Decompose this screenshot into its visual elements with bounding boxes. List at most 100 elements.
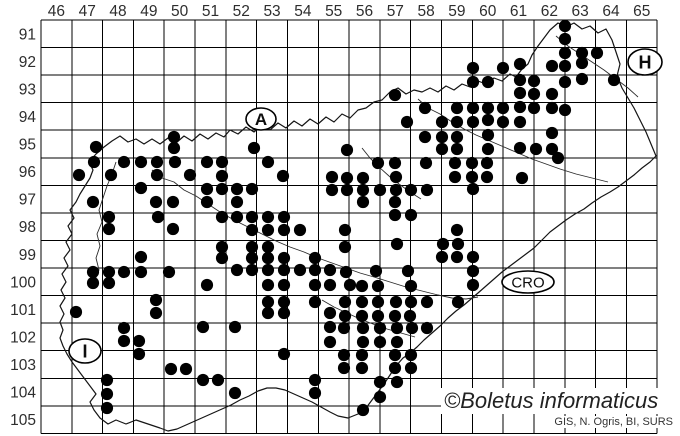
column-tick-label: 50 [171, 3, 189, 20]
row-tick-label: 92 [19, 54, 36, 71]
record-dot [371, 156, 385, 170]
record-dot [179, 362, 193, 376]
record-dot [276, 169, 290, 183]
record-dot [420, 183, 434, 197]
record-dot [261, 306, 275, 320]
row-tick-label: 104 [10, 385, 36, 402]
river-line [555, 35, 639, 98]
column-tick-label: 47 [79, 3, 96, 20]
record-dot [117, 321, 131, 335]
record-dot [607, 73, 621, 87]
record-dot [293, 223, 307, 237]
record-dot [356, 403, 370, 417]
record-dot [418, 101, 432, 115]
record-dot [86, 265, 100, 279]
record-dot [102, 222, 116, 236]
record-dot [277, 295, 291, 309]
record-dot [245, 210, 259, 224]
record-dot [338, 295, 352, 309]
record-dot [355, 361, 369, 375]
record-dot [558, 75, 572, 89]
record-dot [465, 156, 479, 170]
record-dot [277, 223, 291, 237]
record-dot [545, 142, 559, 156]
record-dot [338, 223, 352, 237]
record-dot [371, 295, 385, 309]
record-dot [167, 130, 181, 144]
record-dot [480, 170, 494, 184]
record-dot [390, 237, 404, 251]
record-dot [355, 348, 369, 362]
record-dot [150, 168, 164, 182]
record-dot [228, 386, 242, 400]
record-dot [356, 195, 370, 209]
record-dot [196, 320, 210, 334]
record-dot [466, 250, 480, 264]
record-dot [513, 73, 527, 87]
record-dot [513, 115, 527, 129]
record-dot [215, 240, 229, 254]
record-dot [465, 170, 479, 184]
record-dot [245, 182, 259, 196]
record-dot [355, 295, 369, 309]
record-dot [404, 295, 418, 309]
record-dot [355, 279, 369, 293]
record-dot [527, 74, 541, 88]
record-dot [117, 334, 131, 348]
record-dot [371, 309, 385, 323]
record-dot [356, 183, 370, 197]
record-dot [86, 276, 100, 290]
record-dot [308, 251, 322, 265]
record-dot [390, 321, 404, 335]
row-tick-label: 99 [19, 247, 36, 264]
country-label-text-hungary: H [639, 52, 652, 72]
record-dot [389, 183, 403, 197]
record-dot [558, 19, 572, 33]
record-dot [261, 263, 275, 277]
record-dot [558, 103, 572, 117]
record-dot [200, 278, 214, 292]
record-dot [230, 210, 244, 224]
record-dot [558, 59, 572, 73]
country-label-text-croatia: CRO [511, 274, 544, 291]
record-dot [100, 373, 114, 387]
record-dot [340, 183, 354, 197]
record-dot [450, 223, 464, 237]
record-dot [575, 72, 589, 86]
record-dot [527, 101, 541, 115]
record-dot [558, 32, 572, 46]
country-label-ellipse-austria [245, 107, 277, 131]
record-dot [215, 155, 229, 169]
record-dot [339, 265, 353, 279]
record-dot [418, 130, 432, 144]
record-dot [545, 59, 559, 73]
record-dot [435, 142, 449, 156]
record-dot [150, 155, 164, 169]
record-dot [293, 263, 307, 277]
record-dot [102, 265, 116, 279]
row-tick-label: 97 [19, 192, 36, 209]
record-dot [466, 101, 480, 115]
row-tick-label: 102 [10, 329, 36, 346]
record-dot [527, 87, 541, 101]
record-dot [323, 320, 337, 334]
record-dot [325, 183, 339, 197]
record-dot [388, 348, 402, 362]
record-dot [230, 195, 244, 209]
record-dot [102, 210, 116, 224]
record-dot [338, 309, 352, 323]
record-dot [245, 251, 259, 265]
column-tick-label: 56 [356, 3, 373, 20]
record-dot [404, 183, 418, 197]
column-tick-label: 58 [418, 3, 435, 20]
record-dot [323, 278, 337, 292]
record-dot [196, 373, 210, 387]
record-dot [388, 195, 402, 209]
record-dot [245, 240, 259, 254]
record-dot [575, 56, 589, 70]
country-labels: A H CRO I [68, 48, 663, 364]
record-dot [389, 170, 403, 184]
record-dot [496, 61, 510, 75]
record-dot [261, 251, 275, 265]
record-dot [69, 305, 83, 319]
